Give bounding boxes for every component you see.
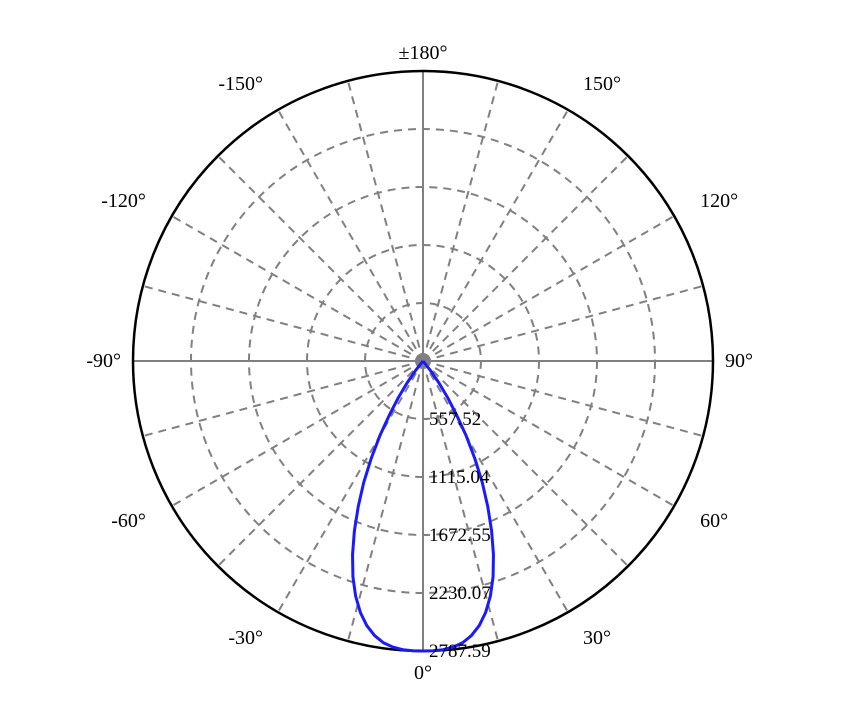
- angle-label: -90°: [86, 350, 121, 372]
- angle-label: -150°: [218, 73, 263, 95]
- angle-label: 30°: [583, 627, 611, 649]
- angle-label: 60°: [700, 510, 728, 532]
- radial-tick-label: 2230.07: [429, 583, 491, 604]
- radial-tick-label: 2787.59: [429, 641, 491, 662]
- angle-label: 0°: [414, 662, 432, 684]
- radial-tick-label: 1115.04: [429, 467, 490, 488]
- angle-label: 90°: [725, 350, 753, 372]
- angle-label: 120°: [700, 190, 738, 212]
- angle-label: 150°: [583, 73, 621, 95]
- radial-tick-label: 557.52: [429, 409, 481, 430]
- angle-label: ±180°: [399, 42, 448, 64]
- angle-label: -120°: [101, 190, 146, 212]
- angle-label: -60°: [111, 510, 146, 532]
- radial-tick-label: 1672.55: [429, 525, 491, 546]
- polar-chart: 557.52 1115.04 1672.55 2230.07 2787.59 ±180° -…: [0, 0, 846, 722]
- angle-label: -30°: [228, 627, 263, 649]
